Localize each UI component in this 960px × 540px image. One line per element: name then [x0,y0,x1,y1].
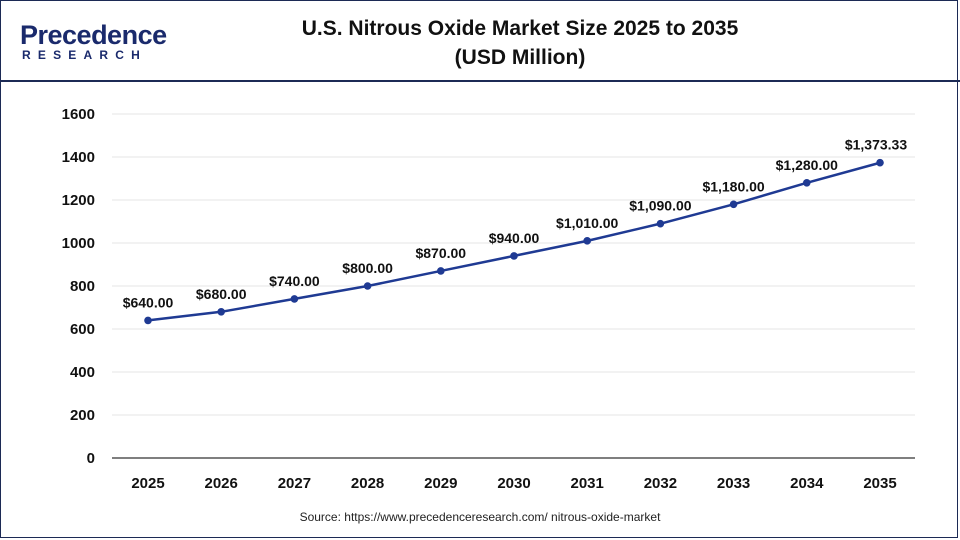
data-point [583,237,591,245]
source-note: Source: https://www.precedenceresearch.c… [299,510,661,524]
gridlines [112,113,915,416]
data-point [363,282,372,290]
data-point [217,308,225,316]
data-point [290,295,299,303]
data-point [803,179,811,187]
x-tick-label: 2026 [205,475,238,492]
data-point [729,200,738,209]
data-labels: $640.00 $680.00 $740.00 $800.00 $870.00 $940.… [123,137,908,311]
data-point [510,252,518,260]
chart-title-line2: (USD Million) [454,46,586,69]
y-tick-label: 200 [70,407,95,424]
data-point [656,219,665,228]
x-tick-label: 2030 [497,475,530,492]
data-label: $870.00 [415,245,466,261]
y-axis: 0 200 400 600 800 1000 1200 1400 1600 [62,106,95,467]
header-divider [0,80,960,82]
y-tick-label: 1200 [62,192,95,209]
x-tick-label: 2032 [644,475,677,492]
y-tick-label: 0 [87,450,95,467]
data-label: $1,180.00 [702,178,764,194]
y-tick-label: 1400 [62,149,95,166]
data-label: $640.00 [123,294,174,310]
logo-wordmark: Precedence [20,20,167,50]
brand-logo: Precedence RESEARCH [16,20,167,64]
logo-subtitle: RESEARCH [22,48,147,62]
chart-title-line1: U.S. Nitrous Oxide Market Size 2025 to 2… [301,17,739,40]
y-tick-label: 600 [70,321,95,338]
data-label: $740.00 [269,273,320,289]
data-label: $1,280.00 [776,157,838,173]
data-label: $1,010.00 [556,215,618,231]
data-label: $1,373.33 [845,137,907,153]
x-tick-label: 2025 [131,475,164,492]
x-tick-label: 2029 [424,475,457,492]
x-tick-label: 2027 [278,475,311,492]
x-tick-label: 2035 [863,475,896,492]
header: Precedence RESEARCH U.S. Nitrous Oxide M… [0,0,960,80]
chart-title: U.S. Nitrous Oxide Market Size 2025 to 2… [200,14,840,72]
x-axis: 2025 2026 2027 2028 2029 2030 2031 2032 2033 2034… [112,457,915,492]
data-label: $680.00 [196,286,247,302]
data-label: $800.00 [342,260,393,276]
x-tick-label: 2033 [717,475,750,492]
x-tick-label: 2031 [571,475,604,492]
y-tick-label: 1600 [62,106,95,123]
y-tick-label: 800 [70,278,95,295]
y-tick-label: 1000 [62,235,95,252]
data-label: $1,090.00 [629,198,691,214]
data-point [437,267,445,275]
y-tick-label: 400 [70,364,95,381]
series-line-group [144,158,884,325]
x-tick-label: 2028 [351,475,384,492]
x-tick-label: 2034 [790,475,824,492]
data-label: $940.00 [489,230,540,246]
data-point [876,158,884,167]
data-point [144,316,152,325]
